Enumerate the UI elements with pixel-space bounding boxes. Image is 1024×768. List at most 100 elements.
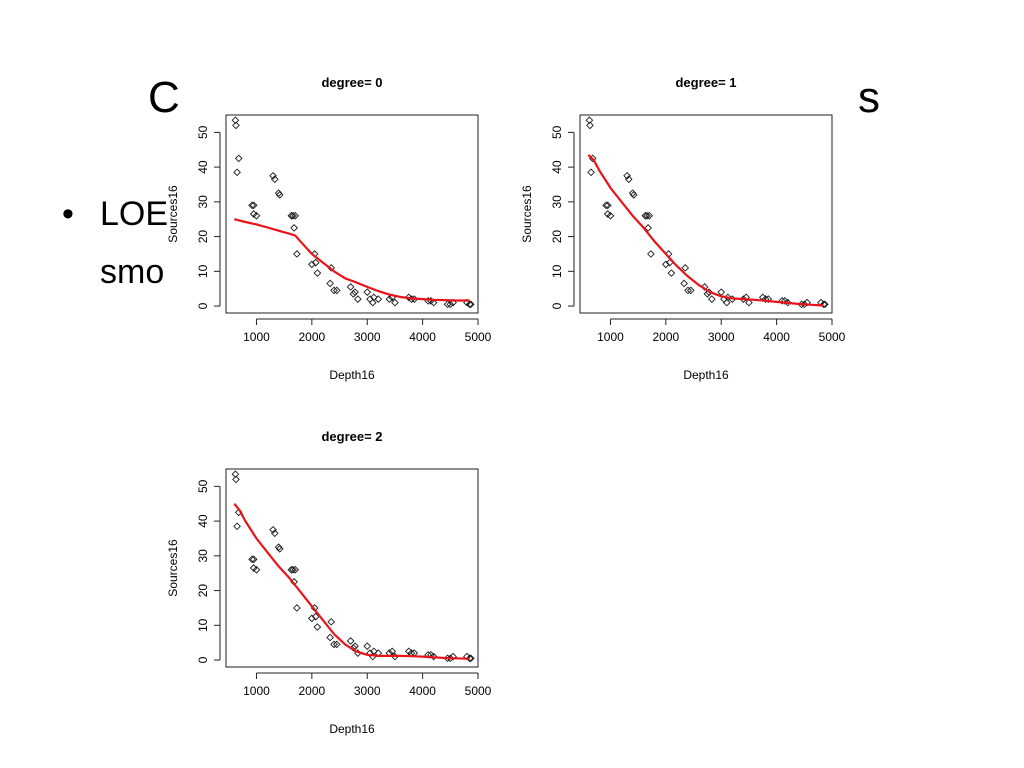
data-point — [308, 614, 316, 623]
y-tick-label: 20 — [196, 584, 210, 598]
data-point — [603, 201, 612, 210]
data-point — [707, 295, 716, 303]
data-point — [269, 171, 277, 180]
data-point — [252, 565, 261, 574]
data-point — [783, 298, 792, 307]
y-tick-label: 40 — [550, 160, 564, 174]
data-point — [233, 522, 241, 531]
data-point — [368, 298, 377, 307]
data-point — [327, 618, 336, 626]
data-point — [606, 211, 615, 220]
data-point — [761, 295, 770, 303]
data-point — [311, 258, 320, 267]
chart-title: degree= 0 — [321, 75, 382, 90]
data-point — [465, 654, 474, 663]
x-tick-label: 4000 — [409, 330, 436, 344]
data-point — [429, 298, 438, 307]
data-point — [449, 652, 457, 661]
slide-title-end: s — [858, 73, 880, 122]
data-point — [351, 642, 359, 650]
y-tick-label: 0 — [196, 656, 210, 663]
data-point — [643, 211, 651, 220]
loess-fit-line — [587, 154, 824, 307]
y-tick-label: 30 — [550, 195, 564, 209]
y-tick-label: 40 — [196, 160, 210, 174]
data-point — [624, 175, 633, 184]
y-tick-label: 30 — [196, 549, 210, 563]
data-point — [330, 286, 338, 295]
y-tick-label: 20 — [550, 230, 564, 244]
data-point — [275, 545, 284, 553]
x-tick-label: 3000 — [354, 684, 381, 698]
data-point — [629, 191, 638, 199]
data-point — [684, 286, 692, 295]
data-point — [290, 224, 298, 232]
data-point — [311, 612, 320, 621]
data-point — [745, 298, 753, 307]
data-point — [700, 283, 709, 291]
data-point — [363, 642, 372, 650]
y-tick-label: 10 — [550, 264, 564, 278]
data-point — [645, 211, 654, 220]
plot-frame — [579, 114, 833, 314]
data-point — [289, 211, 297, 220]
data-point — [363, 288, 372, 296]
bullet-text-line2: smo — [100, 253, 165, 291]
data-point — [647, 250, 655, 258]
data-point — [370, 293, 378, 302]
data-point — [602, 201, 610, 210]
data-point — [623, 171, 631, 180]
data-point — [819, 300, 828, 309]
plot-frame — [225, 114, 479, 314]
x-tick-label: 2000 — [298, 684, 325, 698]
y-tick-label: 0 — [550, 302, 564, 309]
data-point — [820, 300, 829, 309]
data-point — [466, 300, 475, 309]
data-point — [429, 652, 438, 661]
data-point — [326, 633, 334, 642]
y-tick-label: 50 — [196, 125, 210, 139]
data-point — [326, 279, 334, 288]
loess-fit-line — [234, 218, 470, 302]
y-tick-label: 40 — [196, 514, 210, 528]
plot-frame — [225, 468, 479, 668]
y-tick-label: 10 — [196, 618, 210, 632]
x-axis-label: Depth16 — [329, 368, 375, 382]
data-point — [249, 201, 258, 210]
data-point — [351, 288, 359, 296]
data-point — [293, 604, 301, 612]
data-point — [465, 300, 474, 309]
x-tick-label: 4000 — [409, 684, 436, 698]
data-point — [275, 191, 284, 199]
data-point — [313, 269, 322, 277]
y-axis-label: Sources16 — [166, 539, 180, 597]
data-point — [308, 260, 316, 269]
data-point — [293, 250, 301, 258]
data-point — [249, 555, 258, 564]
data-point — [466, 654, 475, 663]
data-point — [587, 168, 595, 177]
chart-panel-0: degree= 0 1000 2000 3000 4000 5000 0 10 20 30 40 50… — [166, 75, 491, 382]
data-point — [234, 154, 243, 163]
data-point — [586, 121, 594, 130]
data-point — [353, 295, 362, 303]
y-axis-label: Sources16 — [166, 185, 180, 243]
data-point — [764, 295, 773, 303]
y-tick-label: 30 — [196, 195, 210, 209]
loess-fit-line — [233, 503, 470, 660]
data-point — [232, 121, 240, 130]
y-tick-label: 10 — [196, 264, 210, 278]
data-point — [270, 529, 279, 538]
data-point — [313, 623, 322, 631]
data-point — [644, 224, 652, 232]
data-point — [332, 640, 341, 649]
bullet-icon: • — [62, 195, 74, 233]
y-axis-label: Sources16 — [520, 185, 534, 243]
data-point — [346, 283, 355, 291]
data-point — [742, 293, 750, 302]
data-point — [349, 644, 358, 652]
x-tick-label: 2000 — [652, 330, 679, 344]
y-tick-label: 50 — [550, 125, 564, 139]
data-point — [681, 264, 690, 272]
